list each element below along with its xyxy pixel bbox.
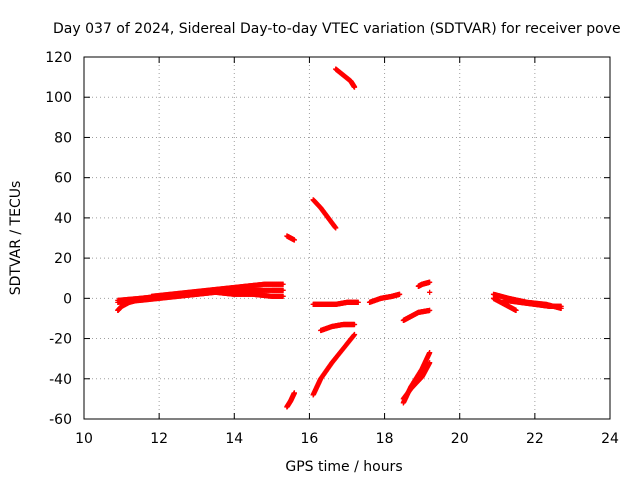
y-tick-label: 80 xyxy=(54,130,72,146)
data-point-marker xyxy=(351,321,358,328)
x-tick-label: 22 xyxy=(526,431,544,447)
x-tick-label: 18 xyxy=(376,431,394,447)
x-tick-label: 16 xyxy=(301,431,319,447)
y-tick-label: 40 xyxy=(54,211,72,227)
data-point-marker xyxy=(280,293,286,299)
data-point-marker xyxy=(134,297,140,303)
x-tick-label: 10 xyxy=(75,431,93,447)
y-tick-labels: -60 -40 -20 0 20 40 60 80 100 120 xyxy=(45,50,72,428)
x-tick-label: 12 xyxy=(150,431,168,447)
series-arc-evening-lower xyxy=(490,295,519,313)
x-tick-label: 14 xyxy=(225,431,243,447)
data-point-marker xyxy=(427,350,433,356)
y-tick-label: 120 xyxy=(45,50,72,66)
y-tick-label: 60 xyxy=(54,171,72,187)
y-tick-label: 100 xyxy=(45,90,72,106)
data-point-marker xyxy=(351,84,358,90)
data-point-marker xyxy=(513,307,519,313)
x-axis-label: GPS time / hours xyxy=(285,459,402,475)
series-point-1920 xyxy=(427,289,433,295)
series-arc-1900-neg8 xyxy=(400,307,433,324)
series-arc-1530 xyxy=(284,233,297,243)
marks-layer xyxy=(115,66,564,410)
series-arc-1550 xyxy=(284,390,297,410)
data-point-marker xyxy=(291,237,297,243)
series-arc-1900-small xyxy=(415,279,433,289)
y-tick-label: 0 xyxy=(63,291,72,307)
plot-frame xyxy=(83,56,611,420)
series-arc-1600-steep xyxy=(310,197,339,231)
series-arc-1600-zero xyxy=(310,299,361,307)
x-tick-label: 24 xyxy=(601,431,619,447)
data-point-marker xyxy=(355,299,361,305)
series-arc-1600-rise xyxy=(310,331,358,398)
series-arc-1700-top xyxy=(333,66,358,90)
x-tick-labels: 10 12 14 16 18 20 22 24 xyxy=(75,431,619,447)
x-tick-label: 20 xyxy=(451,431,469,447)
y-tick-label: 20 xyxy=(54,251,72,267)
grid-layer xyxy=(84,57,610,419)
series-arc-morning-tail xyxy=(115,297,140,313)
y-tick-label: -60 xyxy=(49,412,72,428)
data-point-marker xyxy=(427,279,433,285)
chart-title: Day 037 of 2024, Sidereal Day-to-day VTE… xyxy=(53,21,621,37)
data-point-marker xyxy=(280,281,286,287)
series-arc-1800-zero xyxy=(366,291,403,305)
y-tick-label: -40 xyxy=(49,372,72,388)
data-point-marker xyxy=(397,291,403,297)
series-arc-evening-mid xyxy=(502,297,564,309)
data-point-marker xyxy=(333,225,339,231)
y-axis-label: SDTVAR / TECUs xyxy=(8,181,24,296)
data-point-marker xyxy=(427,360,433,366)
data-point-marker xyxy=(291,390,297,396)
data-point-marker xyxy=(427,307,433,313)
data-point-marker xyxy=(351,331,358,338)
series-arc-1600-neg15 xyxy=(318,321,358,334)
ticks-layer xyxy=(83,56,611,420)
data-point-marker xyxy=(427,289,433,295)
y-tick-label: -20 xyxy=(49,332,72,348)
data-point-marker xyxy=(280,287,286,293)
series-arc-morning-upper xyxy=(149,281,286,299)
series-arc-1900-riseB xyxy=(400,360,433,402)
data-point-marker xyxy=(558,303,564,309)
